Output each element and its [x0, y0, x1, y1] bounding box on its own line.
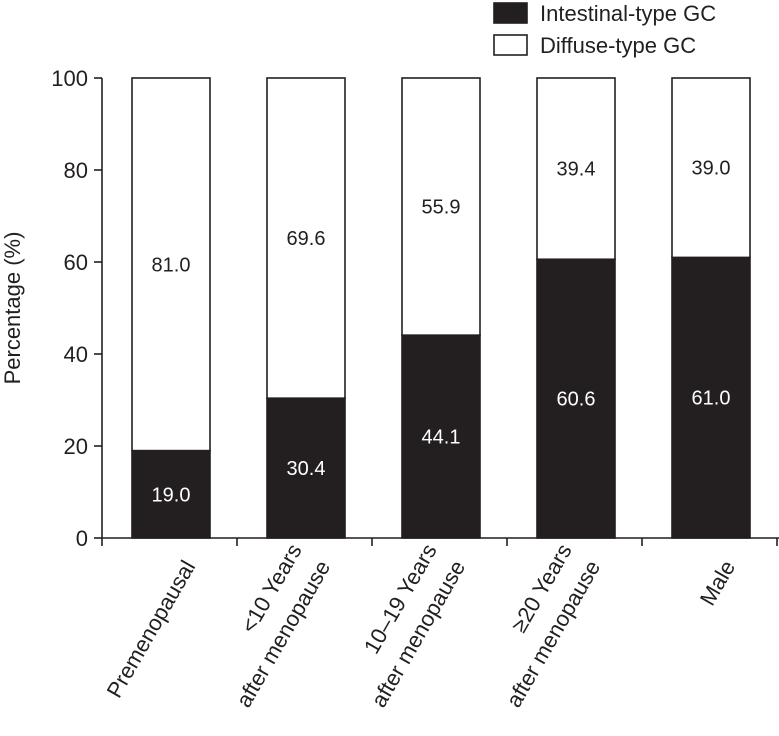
data-label: 39.4 [557, 159, 596, 181]
data-label: 30.4 [287, 458, 326, 480]
legend-swatch-1 [493, 34, 528, 56]
data-label: 60.6 [557, 389, 596, 411]
bar-segment-intestinal-0 [131, 449, 211, 539]
data-label: 19.0 [152, 484, 191, 506]
y-tick-label: 100 [51, 66, 88, 91]
category-label-line: Premenopausal [102, 556, 201, 702]
y-tick-label: 40 [64, 342, 88, 367]
y-tick-label: 20 [64, 434, 88, 459]
bar-segment-diffuse-0 [131, 77, 211, 452]
data-label: 69.6 [287, 228, 326, 250]
bar-segment-diffuse-3 [536, 77, 616, 261]
axes [94, 77, 779, 546]
legend: Intestinal-type GC Diffuse-type GC [493, 1, 716, 58]
legend-swatch-0 [493, 2, 528, 24]
bar-segment-diffuse-2 [401, 77, 481, 336]
y-tick-label: 80 [64, 158, 88, 183]
data-label: 39.0 [692, 158, 731, 180]
labels: 19.0 81.0 30.4 69.6 44.1 55.9 60.6 39.4 61.0 39.0… [0, 66, 740, 711]
data-label: 44.1 [422, 427, 461, 449]
data-label: 61.0 [692, 388, 731, 410]
data-label: 55.9 [422, 197, 461, 219]
category-label-0: Premenopausal [102, 556, 201, 702]
y-axis-title: Percentage (%) [0, 232, 25, 385]
category-label-4: Male [695, 556, 740, 610]
data-label: 81.0 [152, 254, 191, 276]
category-label-line: Male [695, 556, 740, 610]
y-tick-label: 60 [64, 250, 88, 275]
bars [131, 77, 751, 539]
legend-label-1: Diffuse-type GC [540, 33, 696, 58]
bar-segment-diffuse-4 [671, 77, 751, 259]
bar-segment-diffuse-1 [266, 77, 346, 399]
y-tick-label: 0 [76, 526, 88, 551]
legend-label-0: Intestinal-type GC [540, 1, 716, 26]
